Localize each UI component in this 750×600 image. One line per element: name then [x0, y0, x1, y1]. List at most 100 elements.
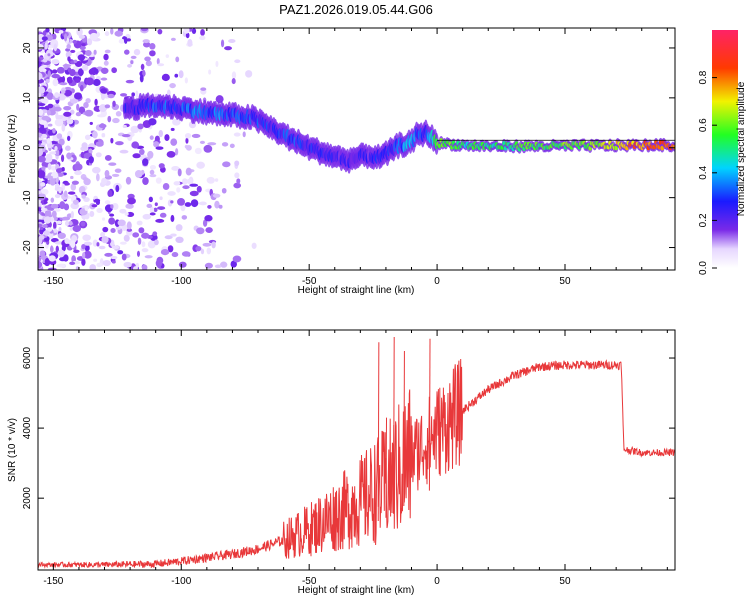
- heatmap-noise-cell: [80, 221, 86, 227]
- heatmap-noise-cell: [157, 28, 163, 35]
- heatmap-noise-cell: [126, 221, 132, 230]
- heatmap-noise-cell: [38, 160, 41, 168]
- heatmap-noise-cell: [164, 235, 173, 240]
- snr-series-line: [38, 358, 675, 569]
- heatmap-noise-cell: [111, 260, 116, 264]
- heatmap-noise-cell: [154, 135, 160, 143]
- heatmap-noise-cell: [104, 169, 110, 178]
- heatmap-noise-cell: [81, 142, 88, 149]
- heatmap-noise-cell: [170, 200, 174, 204]
- heatmap-noise-cell: [51, 210, 57, 219]
- colorbar-tick-label: 0.8: [698, 70, 709, 84]
- heatmap-noise-cell: [54, 118, 64, 127]
- heatmap-noise-cell: [170, 214, 175, 223]
- heatmap-noise-cell: [196, 185, 202, 193]
- heatmap-noise-cell: [142, 177, 149, 185]
- heatmap-noise-cell: [169, 82, 176, 89]
- heatmap-noise-cell: [175, 236, 184, 244]
- heatmap-noise-cell: [221, 142, 229, 147]
- heatmap-noise-cell: [50, 203, 59, 209]
- heatmap-noise-cell: [43, 216, 52, 224]
- heatmap-noise-cell: [107, 189, 113, 198]
- heatmap-noise-cell: [184, 133, 192, 139]
- heatmap-ridge-cell: [658, 140, 663, 145]
- heatmap-noise-cell: [62, 254, 69, 262]
- heatmap-noise-cell: [81, 258, 86, 266]
- heatmap-noise-cell: [108, 217, 116, 225]
- heatmap-noise-cell: [89, 121, 93, 125]
- heatmap-noise-cell: [125, 79, 135, 84]
- heatmap-noise-cell: [211, 241, 216, 249]
- heatmap-noise-cell: [137, 237, 142, 245]
- heatmap-noise-cell: [72, 39, 77, 44]
- heatmap-noise-cell: [199, 140, 206, 144]
- heatmap-noise-cell: [72, 225, 82, 233]
- heatmap-noise-cell: [38, 200, 41, 204]
- spectrogram-y-label: Frequency (Hz): [7, 115, 18, 184]
- heatmap-noise-cell: [224, 46, 232, 51]
- heatmap-noise-cell: [172, 118, 181, 126]
- heatmap-noise-cell: [111, 173, 120, 177]
- heatmap-noise-cell: [206, 247, 212, 255]
- heatmap-noise-cell: [145, 60, 152, 67]
- heatmap-noise-cell: [149, 135, 154, 140]
- heatmap-noise-cell: [97, 114, 106, 118]
- heatmap-noise-cell: [214, 178, 219, 182]
- spec-x-tick-label: 0: [434, 276, 440, 287]
- heatmap-noise-cell: [57, 249, 65, 258]
- heatmap-noise-cell: [74, 77, 81, 83]
- heatmap-noise-cell: [38, 132, 43, 137]
- heatmap-noise-cell: [195, 245, 202, 252]
- heatmap-noise-cell: [167, 245, 174, 253]
- heatmap-noise-cell: [136, 250, 140, 257]
- heatmap-noise-cell: [38, 87, 45, 94]
- heatmap-noise-cell: [115, 111, 122, 117]
- heatmap-noise-cell: [202, 242, 212, 247]
- heatmap-noise-cell: [38, 148, 44, 157]
- heatmap-noise-cell: [149, 206, 155, 214]
- heatmap-noise-cell: [221, 187, 227, 194]
- heatmap-noise-cell: [140, 28, 148, 32]
- heatmap-noise-cell: [141, 232, 150, 239]
- heatmap-noise-cell: [50, 237, 59, 243]
- heatmap-noise-cell: [66, 118, 74, 125]
- spec-y-tick-label: 10: [22, 92, 33, 104]
- heatmap-noise-cell: [63, 63, 69, 71]
- heatmap-noise-cell: [196, 161, 205, 169]
- heatmap-noise-cell: [142, 213, 152, 220]
- heatmap-noise-cell: [83, 101, 89, 109]
- heatmap-noise-cell: [185, 137, 189, 144]
- heatmap-noise-cell: [212, 193, 221, 198]
- heatmap-noise-cell: [63, 89, 73, 97]
- heatmap-noise-cell: [50, 165, 57, 171]
- heatmap-noise-cell: [89, 264, 97, 270]
- heatmap-noise-cell: [78, 34, 86, 39]
- heatmap-noise-cell: [45, 28, 50, 33]
- chart-title: PAZ1.2026.019.05.44.G06: [279, 2, 433, 17]
- heatmap-noise-cell: [132, 232, 140, 238]
- heatmap-noise-cell: [229, 143, 235, 149]
- heatmap-noise-cell: [95, 199, 101, 206]
- heatmap-noise-cell: [107, 93, 115, 99]
- snr-x-label: Height of straight line (km): [298, 585, 415, 596]
- heatmap-noise-cell: [47, 123, 53, 127]
- heatmap-noise-cell: [118, 38, 125, 44]
- heatmap-noise-cell: [82, 234, 92, 241]
- heatmap-noise-cell: [85, 98, 91, 104]
- heatmap-noise-cell: [78, 106, 86, 115]
- spectrogram-frame: [37, 27, 676, 271]
- heatmap-noise-cell: [131, 141, 140, 149]
- heatmap-noise-cell: [100, 231, 106, 238]
- heatmap-noise-cell: [69, 68, 76, 77]
- heatmap-noise-cell: [52, 78, 59, 87]
- heatmap-noise-cell: [108, 162, 117, 166]
- heatmap-noise-cell: [232, 255, 242, 263]
- heatmap-noise-cell: [110, 255, 118, 260]
- heatmap-noise-cell: [86, 38, 93, 46]
- snr-y-tick-label: 4000: [22, 417, 33, 440]
- heatmap-noise-cell: [74, 163, 83, 171]
- heatmap-noise-cell: [58, 187, 62, 194]
- heatmap-noise-cell: [74, 92, 83, 100]
